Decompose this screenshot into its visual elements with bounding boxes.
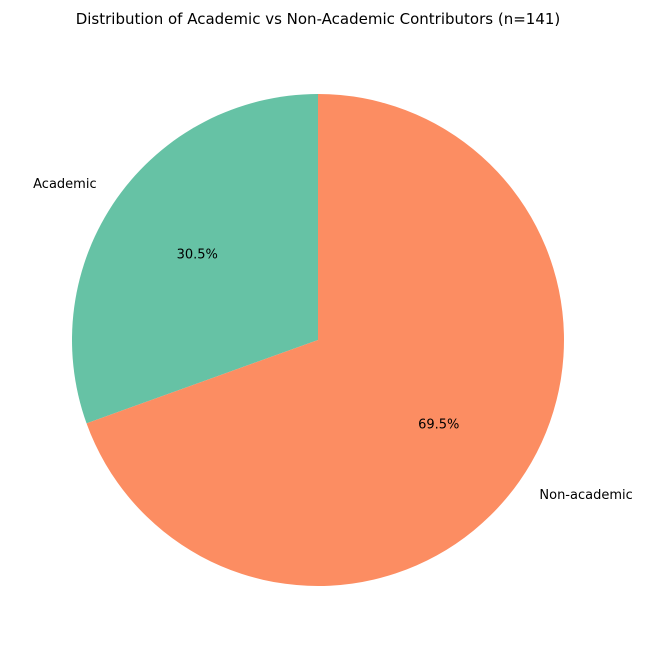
- pie-slice-non-academic: [86, 94, 564, 586]
- slice-label-non-academic: Non-academic: [539, 488, 632, 503]
- slice-percent-non-academic: 69.5%: [418, 417, 459, 432]
- slice-label-academic: Academic: [33, 177, 96, 192]
- pie-slices: [72, 94, 564, 586]
- pie-slice-academic: [72, 94, 318, 424]
- slice-percent-academic: 30.5%: [177, 248, 218, 263]
- chart-title: Distribution of Academic vs Non-Academic…: [76, 10, 561, 28]
- pie-labels: Academic 30.5% Non-academic 69.5%: [33, 177, 633, 503]
